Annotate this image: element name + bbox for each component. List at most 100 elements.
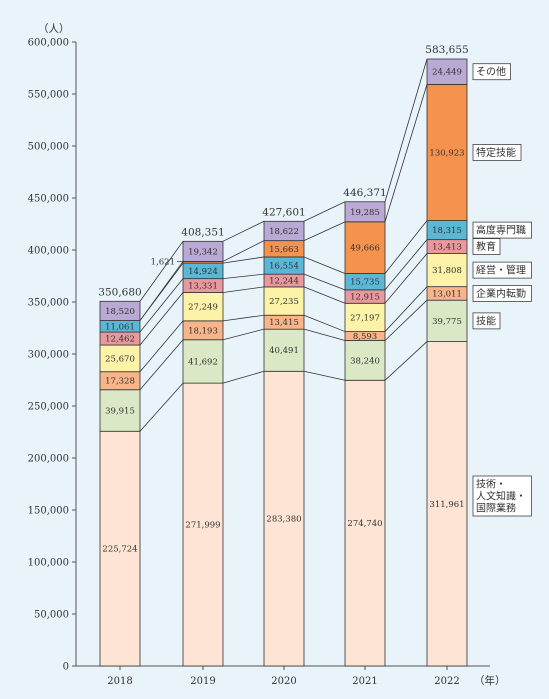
connector-line — [384, 341, 428, 381]
legend-label-text: 国際業務 — [476, 502, 516, 515]
legend-label-text: その他 — [476, 65, 506, 78]
segment-value-label: 15,663 — [269, 245, 299, 255]
segment-value-label: 12,915 — [350, 293, 380, 303]
segment-value-label: 24,449 — [432, 68, 462, 78]
y-tick-label: 0 — [63, 662, 69, 673]
bar-segment — [263, 286, 305, 316]
segment-value-label: 27,235 — [269, 297, 299, 307]
segment-value-label: 17,328 — [105, 377, 135, 387]
segment-value-label: 13,415 — [269, 318, 299, 328]
segment-value-label: 18,622 — [269, 227, 299, 237]
segment-value-label: 49,666 — [350, 244, 380, 254]
segment-value-label: 18,315 — [432, 226, 462, 236]
x-tick-label: 2019 — [190, 676, 215, 687]
segment-value-label: 274,740 — [347, 519, 382, 529]
y-tick-label: 450,000 — [28, 194, 69, 205]
connector-line — [303, 314, 346, 332]
segment-value-label: 311,961 — [429, 500, 464, 510]
segment-value-label: 18,520 — [105, 307, 135, 317]
bar-segment — [426, 299, 468, 342]
connector-line — [303, 286, 346, 304]
connector-line — [384, 299, 428, 341]
segment-value-label: 14,924 — [188, 267, 218, 277]
bar-segment — [426, 84, 468, 221]
connector-line — [384, 84, 428, 222]
bar-segment — [99, 389, 141, 432]
legend-label-text: 企業内転勤 — [476, 287, 526, 300]
bar-segment — [99, 430, 141, 667]
legend-label-box — [472, 238, 501, 256]
connector-line — [222, 370, 265, 384]
segment-value-label: 41,692 — [188, 357, 218, 367]
y-unit-label: （人） — [38, 23, 70, 35]
segment-value-label: 15,735 — [350, 278, 380, 288]
connector-lines — [139, 58, 428, 432]
connector-line — [222, 314, 265, 322]
x-unit-label: （年） — [474, 674, 506, 687]
segment-value-label: 19,285 — [350, 208, 380, 218]
segment-value-label: 16,554 — [269, 262, 299, 272]
bar-segment — [344, 201, 386, 223]
segment-value-label: 27,197 — [350, 313, 380, 323]
bar-total-label: 446,371 — [343, 187, 386, 199]
connector-line — [139, 241, 184, 302]
connector-line — [384, 58, 428, 202]
segment-value-label: 13,011 — [432, 289, 462, 299]
y-tick-label: 350,000 — [28, 298, 69, 309]
bar-segment — [263, 328, 305, 372]
connector-line — [303, 328, 346, 341]
x-tick-label: 2018 — [107, 676, 132, 687]
bar-segment — [426, 341, 468, 667]
connector-line — [384, 220, 428, 274]
legend-label-box — [472, 63, 511, 81]
segment-value-label: 1,621 — [151, 257, 175, 267]
legend-label-text: 高度専門職 — [476, 224, 526, 237]
connector-line — [303, 370, 346, 381]
bar-total-label: 427,601 — [262, 206, 305, 218]
legend-label-box — [472, 221, 532, 239]
segment-value-label: 40,491 — [269, 346, 299, 356]
connector-line — [303, 221, 346, 242]
connector-line — [222, 273, 265, 280]
bar-total-label: 583,655 — [425, 44, 468, 56]
y-tick-label: 100,000 — [28, 558, 69, 569]
connector-line — [139, 278, 184, 333]
bar-total-label: 408,351 — [181, 226, 224, 238]
y-tick-label: 550,000 — [28, 90, 69, 101]
data-labels: 225,724 39,915 17,328 25,670 12,462 11,061 18,… — [98, 44, 468, 555]
legend-label-text: 経営・管理 — [476, 264, 526, 277]
legend-label-box — [472, 261, 532, 279]
legend-label-text: 教育 — [476, 240, 496, 253]
bars — [99, 58, 468, 667]
y-tick-label: 150,000 — [28, 506, 69, 517]
segment-value-label: 18,193 — [188, 326, 218, 336]
y-tick-label: 200,000 — [28, 454, 69, 465]
segment-value-label: 13,413 — [432, 243, 462, 253]
bar-segment — [426, 58, 468, 85]
segment-value-label: 38,240 — [350, 356, 380, 366]
legend-label-box — [472, 312, 501, 330]
bar-segment — [182, 382, 224, 667]
segment-value-label: 130,923 — [429, 149, 464, 159]
axes: （人） 0 50,000 100,000 150,000 200,000 250,000 30… — [28, 23, 506, 687]
connector-line — [384, 286, 428, 332]
connector-line — [303, 256, 346, 274]
legend-label-box — [472, 475, 532, 517]
segment-value-label: 39,915 — [105, 406, 135, 416]
y-tick-label: 400,000 — [28, 246, 69, 257]
y-tick-label: 50,000 — [34, 610, 69, 621]
x-tick-label: 2021 — [352, 676, 377, 687]
bar-segment — [344, 302, 386, 332]
segment-value-label: 225,724 — [102, 545, 137, 555]
y-tick-label: 500,000 — [28, 142, 69, 153]
y-tick-label: 250,000 — [28, 402, 69, 413]
y-tick-label: 600,000 — [28, 38, 69, 49]
connector-line — [303, 273, 346, 291]
bar-segment — [182, 240, 224, 262]
connector-line — [222, 286, 265, 293]
segment-value-label: 283,380 — [266, 515, 301, 525]
connector-line — [139, 261, 184, 321]
bar-segment — [182, 339, 224, 384]
legend-label-box — [472, 285, 532, 302]
